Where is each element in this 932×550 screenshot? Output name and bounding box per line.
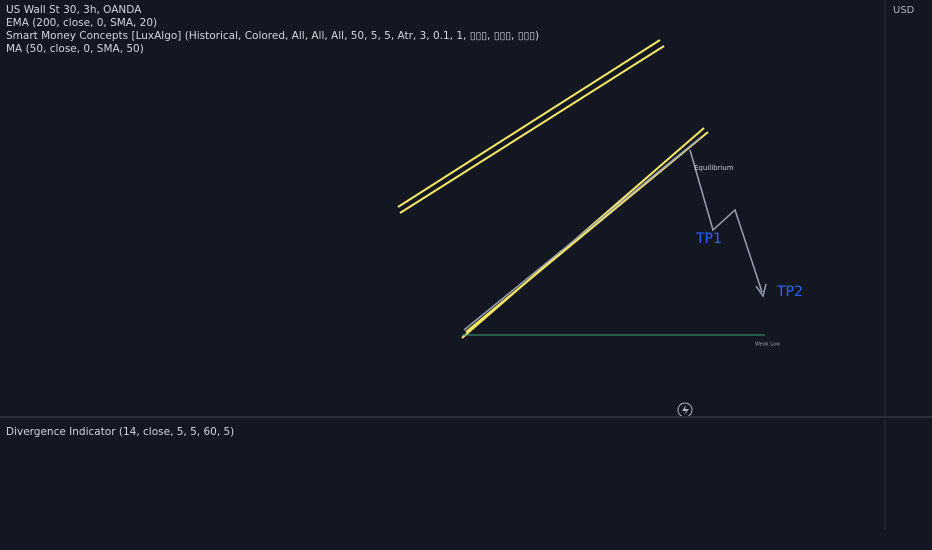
legend-entry: MA (50, close, 0, SMA, 50) [6, 43, 144, 55]
equilibrium-label: Equilibrium [694, 164, 734, 172]
legend: US Wall St 30, 3h, OANDA EMA (200, close… [6, 4, 915, 438]
chart-title: US Wall St 30, 3h, OANDA [6, 4, 142, 16]
currency: USD [893, 5, 915, 16]
projection-arrow [689, 149, 763, 293]
oscillator-title: Divergence Indicator (14, close, 5, 5, 6… [6, 426, 234, 438]
arrow-head [755, 283, 767, 298]
legend-entry: EMA (200, close, 0, SMA, 20) [6, 17, 157, 29]
channel-line [465, 131, 709, 333]
tp1-label: TP1 [695, 231, 722, 247]
tp2-label: TP2 [776, 284, 803, 300]
channel-line [397, 39, 661, 208]
channel-line [399, 45, 665, 214]
trend-line [463, 137, 701, 331]
lightning-bolt [682, 405, 689, 415]
drawings: TP1 TP2 Equilibrium Weak Low [397, 39, 803, 418]
legend-entry: Smart Money Concepts [LuxAlgo] (Historic… [6, 30, 539, 42]
weak-low-label: Weak Low [755, 342, 780, 348]
